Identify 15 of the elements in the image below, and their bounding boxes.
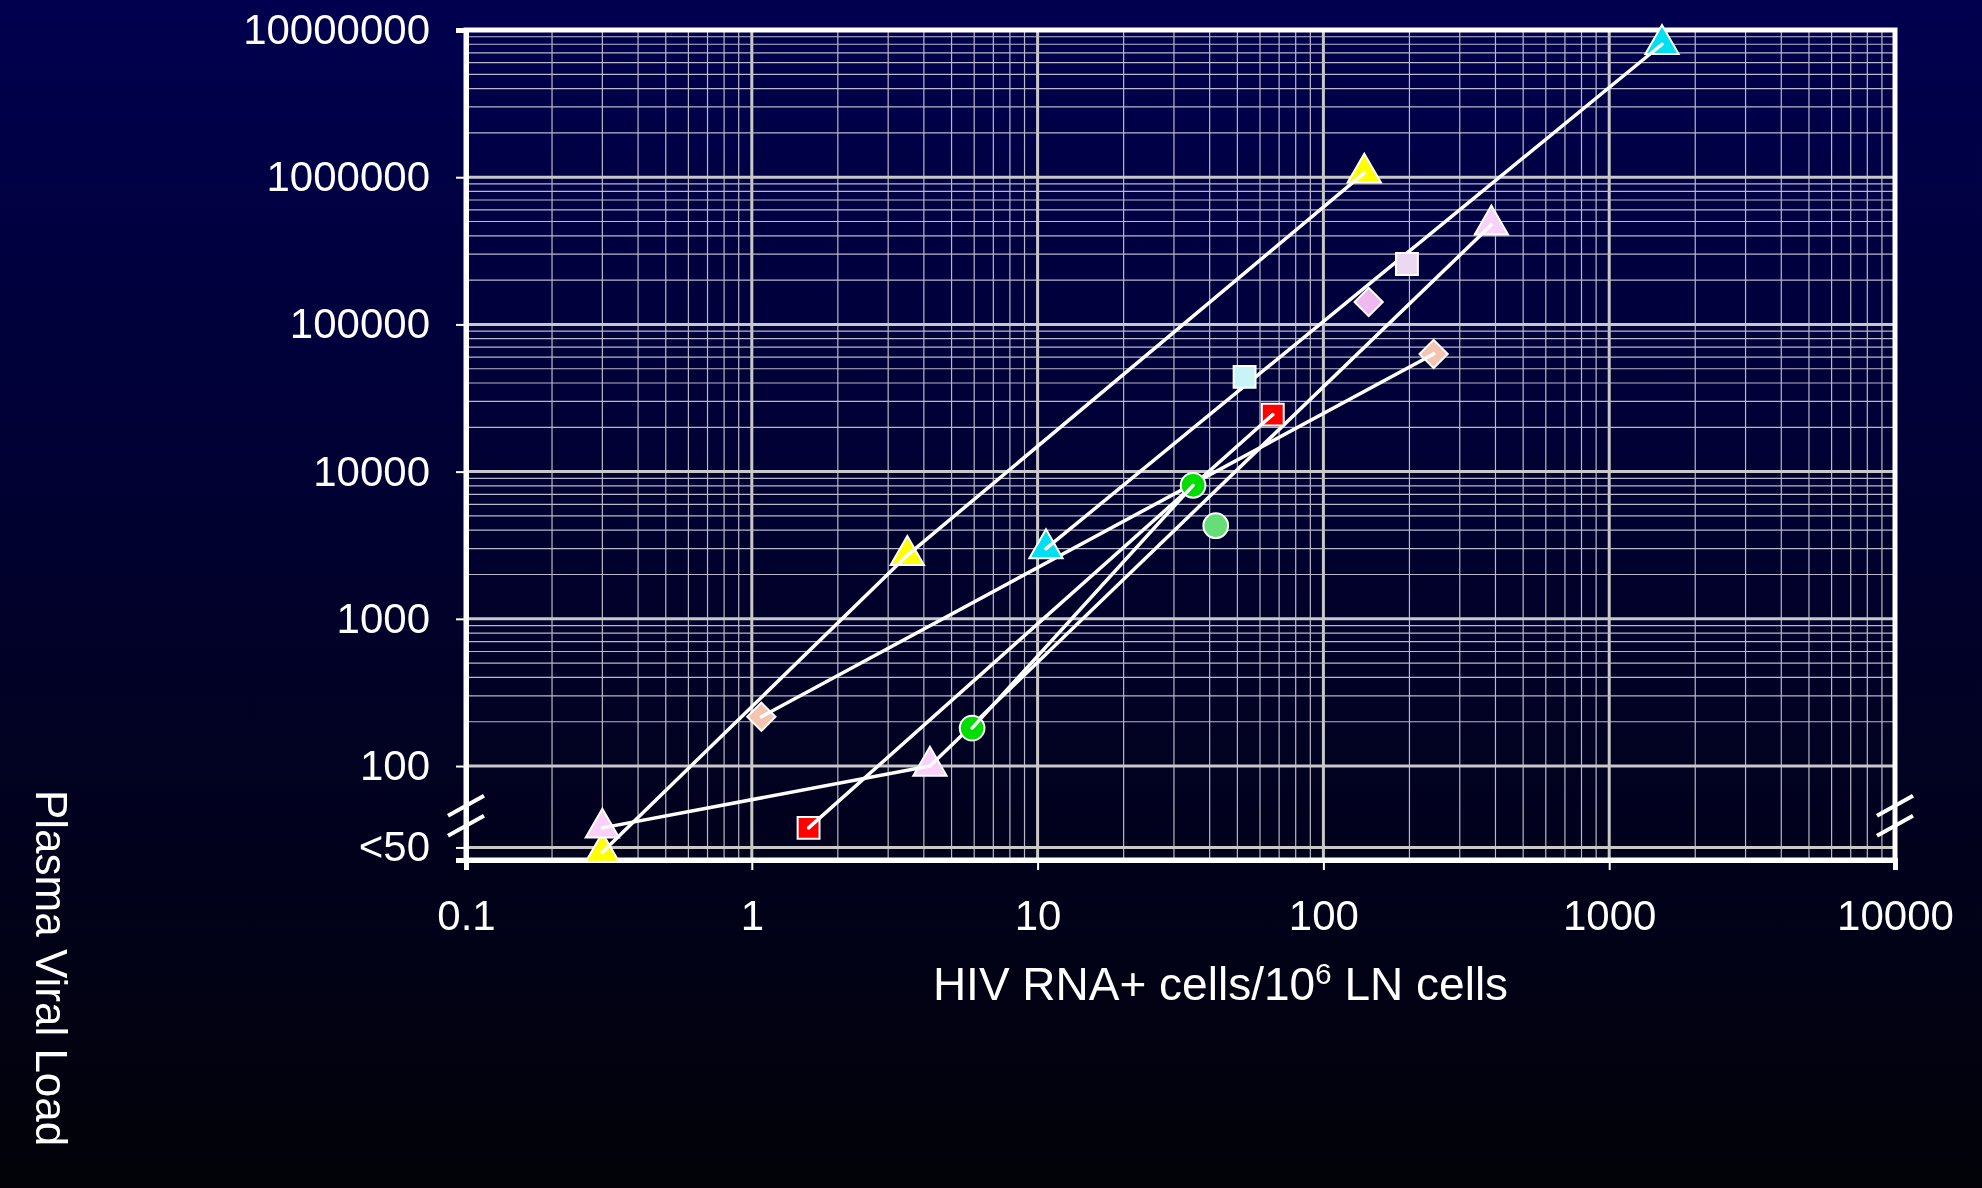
x-tick-label: 10000 xyxy=(1837,891,1954,939)
x-tick-label: 1000 xyxy=(1562,891,1657,939)
x-tick-label: 10 xyxy=(1014,891,1062,939)
y-tick-label: 1000000 xyxy=(266,153,430,201)
x-tick-label: 100 xyxy=(1288,891,1359,939)
y-axis-title: Plasma Viral Load xyxy=(27,790,76,1147)
y-tick-label: <50 xyxy=(358,823,430,871)
x-tick-label: 0.1 xyxy=(437,891,496,939)
x-axis-title: HIV RNA+ cells/10$^{6}$ LN cells xyxy=(932,956,1509,1010)
y-tick-label: 100 xyxy=(359,741,430,789)
y-tick-label: 1000 xyxy=(336,594,430,642)
y-tick-label: 100000 xyxy=(289,300,430,348)
y-tick-label: 10000 xyxy=(313,447,430,495)
y-tick-label: 10000000 xyxy=(243,5,430,53)
x-tick-label: 1 xyxy=(740,891,764,939)
